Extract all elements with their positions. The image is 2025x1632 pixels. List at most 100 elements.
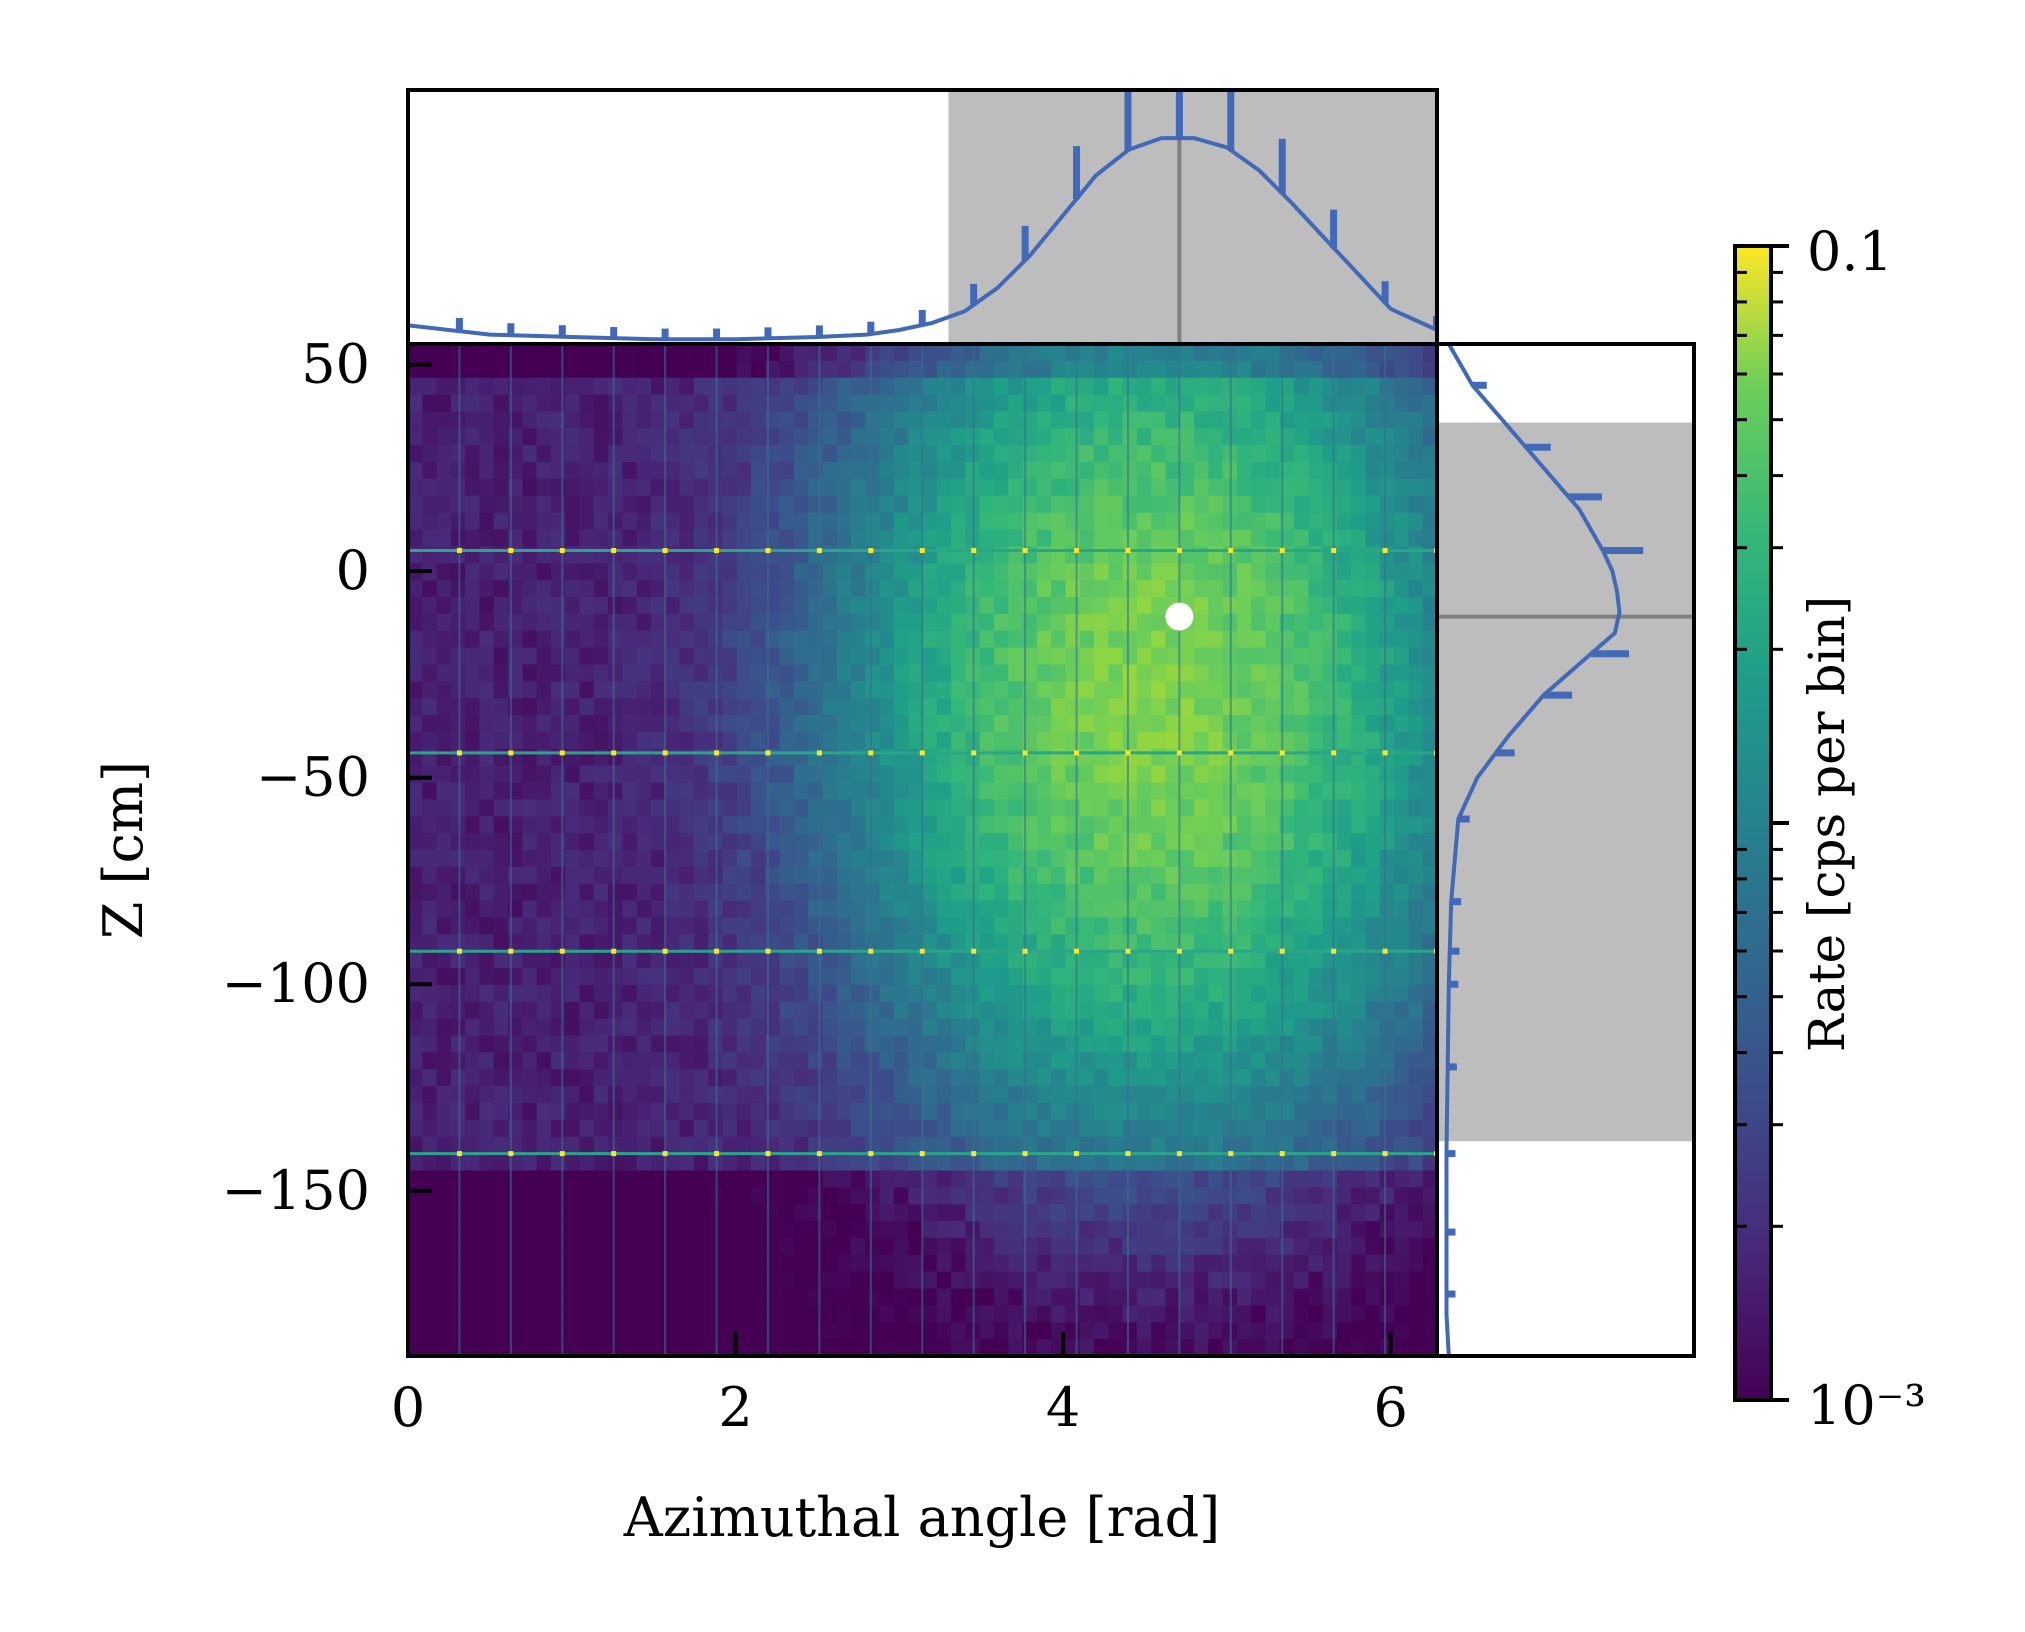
heatmap-cell	[450, 850, 466, 868]
heatmap-cell	[1094, 529, 1109, 547]
heatmap-cell	[1136, 765, 1152, 784]
heatmap-cell	[422, 647, 438, 666]
heatmap-cell	[608, 630, 623, 649]
heatmap-cell	[1236, 681, 1252, 699]
heatmap-cell	[679, 715, 695, 733]
heatmap-cell	[879, 883, 895, 902]
heatmap-cell	[1051, 748, 1067, 767]
heatmap-cell	[408, 934, 423, 952]
heatmap-cell	[436, 731, 452, 750]
heatmap-cell	[622, 546, 638, 564]
heatmap-cell	[1236, 1305, 1252, 1323]
heatmap-cell	[536, 816, 552, 834]
heatmap-cell	[679, 731, 695, 750]
heatmap-cell	[1322, 512, 1338, 531]
heatmap-cell	[793, 563, 809, 581]
heatmap-cell	[1408, 1018, 1424, 1037]
heatmap-cell	[1251, 664, 1267, 682]
heatmap-cell	[436, 799, 452, 817]
heatmap-cell	[1094, 1187, 1109, 1205]
heatmap-cell	[1322, 1170, 1338, 1188]
heatmap-cell	[665, 715, 681, 733]
heatmap-cell	[665, 1153, 681, 1172]
heatmap-cell	[922, 647, 938, 666]
heatmap-cell	[1208, 360, 1224, 379]
heatmap-cell	[1365, 1237, 1381, 1256]
heatmap-cell	[436, 630, 452, 649]
heatmap-cell	[1094, 968, 1109, 986]
heatmap-cell	[865, 1204, 881, 1222]
heatmap-cell	[1194, 748, 1209, 767]
heatmap-cell	[450, 934, 466, 952]
heatmap-cell	[436, 563, 452, 581]
heatmap-cell	[1122, 1103, 1138, 1121]
heatmap-cell	[522, 731, 538, 750]
heatmap-cell	[565, 445, 581, 463]
heatmap-cell	[422, 580, 438, 598]
heatmap-cell	[536, 428, 552, 446]
heatmap-cell	[1394, 1221, 1410, 1239]
heatmap-cell	[1208, 428, 1224, 446]
heatmap-cell	[1008, 1052, 1024, 1070]
heatmap-cell	[793, 445, 809, 463]
heatmap-cell	[1179, 1237, 1195, 1256]
heatmap-cell	[579, 445, 595, 463]
heatmap-cell	[1165, 1052, 1181, 1070]
heatmap-cell	[1265, 984, 1281, 1003]
heatmap-cell	[722, 1052, 738, 1070]
heatmap-cell	[1351, 664, 1367, 682]
heatmap-cell	[1408, 344, 1424, 362]
heatmap-cell	[450, 597, 466, 615]
heatmap-cell	[951, 1018, 966, 1037]
heatmap-cell	[1151, 1035, 1167, 1053]
heatmap-cell	[1279, 984, 1295, 1003]
heatmap-cell	[1179, 1052, 1195, 1070]
heatmap-cell	[993, 1170, 1009, 1188]
heatmap-cell	[1265, 1204, 1281, 1222]
heatmap-cell	[650, 866, 666, 885]
heatmap-cell	[836, 1322, 852, 1340]
heatmap-cell	[679, 580, 695, 598]
heatmap-cell	[1079, 377, 1095, 396]
heatmap-cell	[1279, 580, 1295, 598]
heatmap-cell	[679, 1069, 695, 1087]
heatmap-cell	[936, 1237, 952, 1256]
heatmap-cell	[465, 1136, 481, 1155]
heatmap-cell	[936, 344, 952, 362]
heatmap-cell	[936, 1322, 952, 1340]
heatmap-cell	[1036, 563, 1052, 581]
heatmap-cell	[1336, 1119, 1352, 1138]
grid-intersection-dot	[919, 750, 925, 756]
heatmap-cell	[665, 360, 681, 379]
heatmap-cell	[1265, 1322, 1281, 1340]
heatmap-cell	[1136, 580, 1152, 598]
heatmap-cell	[993, 613, 1009, 632]
heatmap-cell	[522, 445, 538, 463]
heatmap-cell	[1008, 462, 1024, 480]
heatmap-cell	[465, 698, 481, 716]
heatmap-cell	[522, 883, 538, 902]
heatmap-cell	[1065, 1254, 1081, 1273]
heatmap-cell	[1408, 613, 1424, 632]
heatmap-cell	[479, 563, 495, 581]
heatmap-cell	[908, 478, 924, 497]
heatmap-cell	[751, 613, 766, 632]
heatmap-cell	[779, 900, 795, 919]
heatmap-cell	[536, 984, 552, 1003]
heatmap-cell	[736, 1204, 752, 1222]
heatmap-cell	[1379, 647, 1395, 666]
heatmap-cell	[1336, 681, 1352, 699]
heatmap-cell	[1122, 529, 1138, 547]
heatmap-cell	[1208, 1254, 1224, 1273]
heatmap-cell	[1008, 1136, 1024, 1155]
heatmap-cell	[951, 1288, 966, 1306]
heatmap-cell	[622, 748, 638, 767]
heatmap-cell	[1236, 765, 1252, 784]
heatmap-cell	[908, 866, 924, 885]
heatmap-cell	[1251, 580, 1267, 598]
heatmap-cell	[450, 1271, 466, 1290]
grid-intersection-dot	[508, 750, 514, 756]
heatmap-cell	[851, 900, 866, 919]
heatmap-cell	[622, 1187, 638, 1205]
heatmap-cell	[1108, 883, 1124, 902]
